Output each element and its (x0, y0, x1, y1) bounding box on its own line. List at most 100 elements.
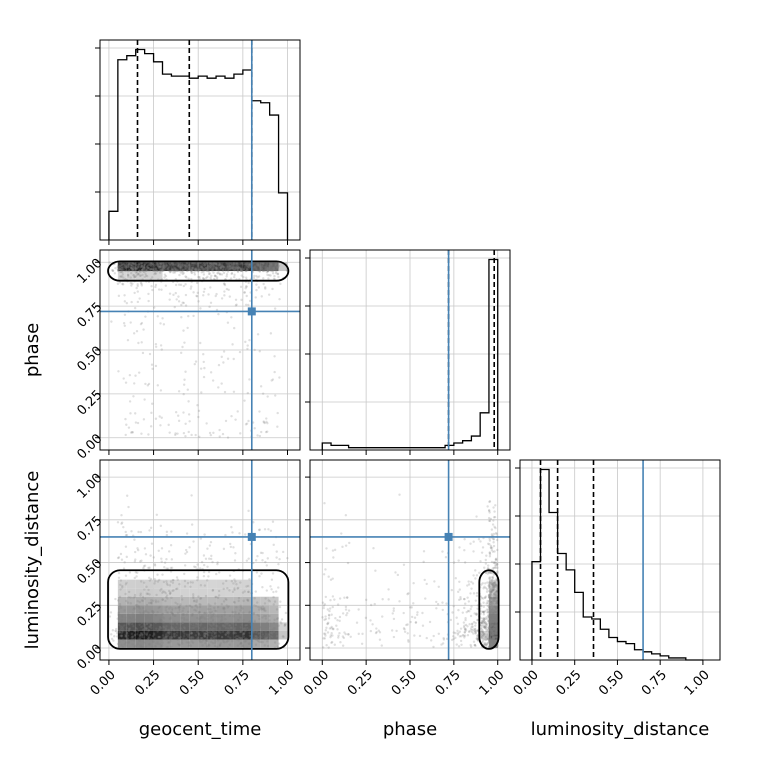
scatter-point (487, 636, 491, 640)
scatter-point (116, 635, 119, 638)
scatter-point (198, 275, 201, 279)
scatter-point (181, 629, 184, 632)
scatter-point (227, 639, 230, 642)
scatter-point (127, 263, 130, 267)
scatter-point (248, 263, 251, 267)
scatter-point (125, 269, 128, 273)
scatter-point (186, 581, 190, 585)
scatter-point (184, 548, 188, 552)
scatter-point (428, 620, 432, 624)
scatter-point (226, 631, 229, 635)
scatter-point (186, 610, 190, 614)
scatter-point (225, 273, 229, 276)
scatter-point (331, 549, 335, 552)
scatter-point (221, 582, 225, 585)
scatter-point (208, 643, 211, 647)
scatter-point (127, 590, 131, 594)
scatter-point (489, 593, 492, 596)
scatter-point (494, 631, 497, 634)
scatter-point (138, 636, 142, 639)
scatter-point (486, 564, 490, 567)
scatter-point (172, 589, 175, 592)
scatter-point (338, 619, 341, 623)
scatter-point (266, 273, 269, 277)
scatter-point (132, 332, 136, 335)
density-cell (144, 605, 154, 614)
scatter-point (216, 263, 219, 267)
scatter-point (489, 612, 493, 616)
scatter-point (141, 267, 145, 271)
scatter-point (182, 301, 185, 305)
scatter-point (209, 301, 213, 304)
scatter-point (493, 640, 496, 644)
scatter-point (132, 265, 135, 269)
scatter-point (409, 620, 412, 624)
scatter-point (494, 614, 497, 617)
scatter-point (257, 632, 260, 635)
scatter-point (231, 611, 234, 614)
scatter-point (216, 624, 219, 628)
scatter-point (494, 616, 498, 619)
scatter-point (236, 266, 239, 270)
scatter-point (216, 267, 219, 271)
scatter-point (492, 636, 495, 640)
scatter-point (481, 546, 485, 549)
scatter-point (126, 273, 130, 277)
scatter-point (145, 622, 149, 626)
density-cell (117, 622, 127, 631)
scatter-point (485, 638, 489, 641)
scatter-point (136, 283, 139, 286)
scatter-point (215, 615, 218, 618)
scatter-point (159, 344, 163, 347)
scatter-point (208, 431, 212, 435)
scatter-point (494, 504, 497, 507)
scatter-point (262, 420, 265, 423)
scatter-point (163, 561, 167, 564)
density-cell (180, 630, 190, 640)
scatter-point (493, 620, 497, 623)
scatter-point (189, 264, 192, 267)
scatter-point (493, 610, 496, 613)
scatter-point (489, 623, 492, 627)
x-tick-label: 0.75 (433, 668, 464, 699)
scatter-point (226, 629, 230, 633)
scatter-point (494, 616, 498, 619)
scatter-point (133, 560, 137, 563)
scatter-point (494, 622, 498, 625)
scatter-point (203, 268, 206, 271)
scatter-point (493, 631, 496, 634)
scatter-point (473, 629, 476, 633)
scatter-point (493, 637, 496, 641)
scatter-point (162, 266, 165, 269)
scatter-point (331, 605, 334, 609)
scatter-point (387, 588, 390, 591)
scatter-point (207, 628, 211, 631)
scatter-point (264, 634, 268, 637)
scatter-point (134, 629, 137, 633)
scatter-point (487, 630, 491, 633)
scatter-point (178, 643, 181, 646)
scatter-point (492, 581, 495, 585)
scatter-point (137, 272, 140, 276)
scatter-point (116, 266, 120, 269)
scatter-point (168, 592, 172, 595)
scatter-point (171, 268, 174, 271)
scatter-point (187, 633, 191, 636)
scatter-point (136, 284, 139, 288)
scatter-point (488, 641, 491, 644)
scatter-point (482, 632, 485, 635)
scatter-point (127, 629, 131, 632)
scatter-point (480, 583, 483, 586)
scatter-point (246, 344, 249, 347)
scatter-point (169, 592, 172, 595)
scatter-point (494, 558, 498, 561)
scatter-point (135, 263, 138, 267)
scatter-point (265, 263, 268, 266)
density-cell (117, 579, 127, 589)
scatter-point (206, 620, 209, 624)
scatter-point (136, 642, 140, 645)
scatter-point (341, 545, 344, 549)
scatter-point (248, 620, 252, 623)
scatter-point (148, 633, 152, 637)
scatter-point (152, 269, 155, 273)
